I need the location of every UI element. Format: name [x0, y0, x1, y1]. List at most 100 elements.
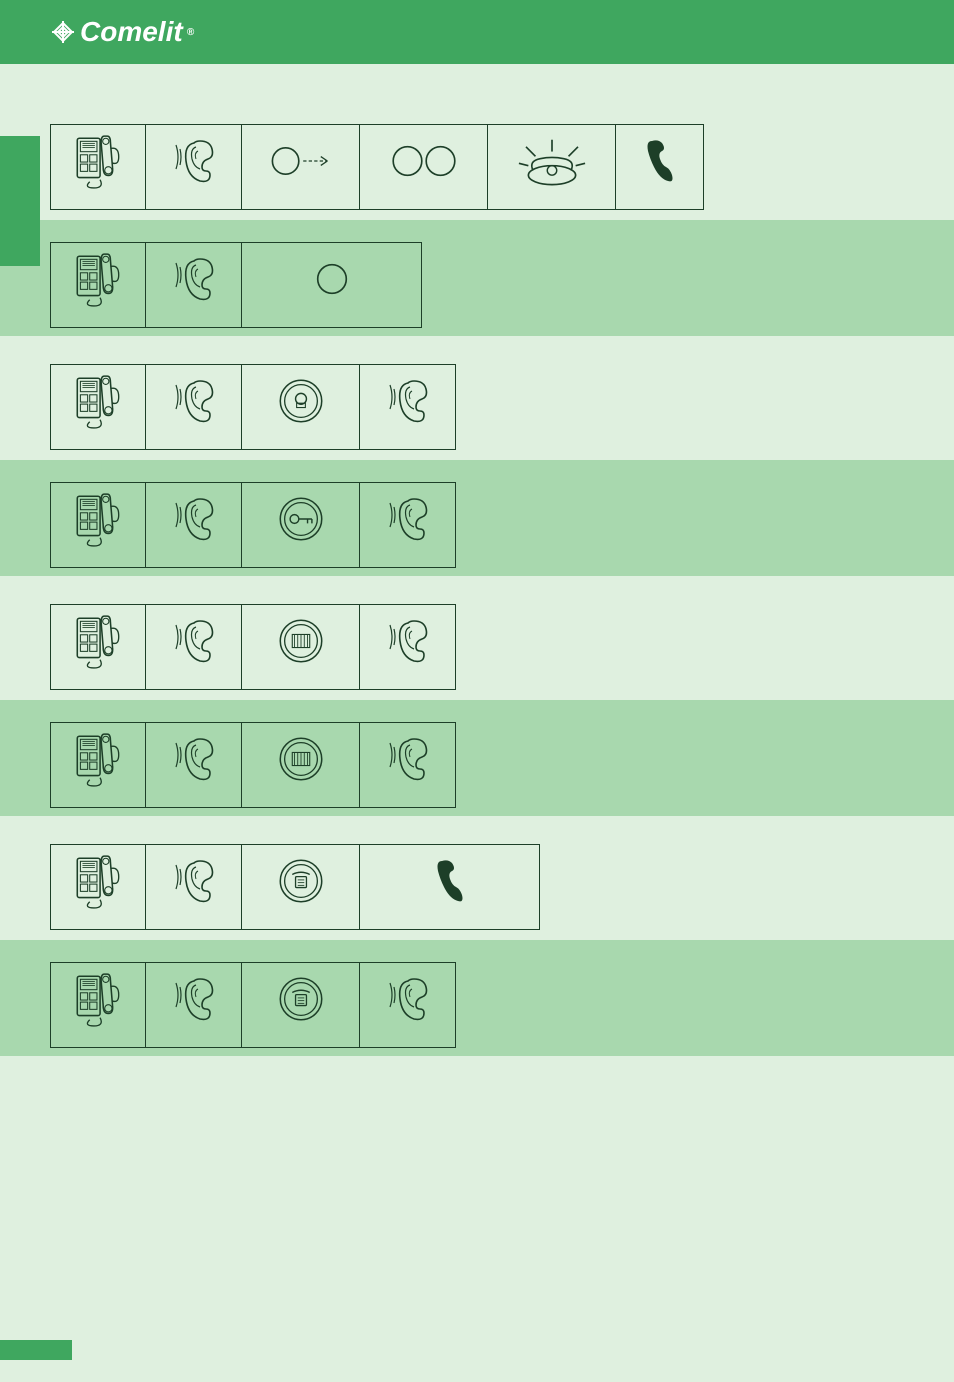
brand-logo: Comelit ® — [50, 16, 194, 48]
handset-icon — [53, 487, 143, 551]
section-heading — [50, 586, 904, 604]
instruction-cell — [360, 962, 456, 1048]
section-heading — [50, 826, 904, 844]
ear-icon — [148, 967, 239, 1031]
ear-icon — [362, 487, 453, 551]
ear-icon — [148, 727, 239, 791]
handset-icon — [53, 727, 143, 791]
instruction-sections — [0, 106, 954, 1056]
instruction-cell — [360, 482, 456, 568]
instruction-cell — [146, 124, 242, 210]
instruction-section — [50, 586, 904, 690]
footer-accent — [0, 1340, 72, 1360]
instruction-cell — [146, 604, 242, 690]
hangup-icon — [362, 849, 537, 913]
instruction-cell — [360, 124, 488, 210]
instruction-row — [50, 962, 904, 1048]
instruction-cell — [50, 962, 146, 1048]
side-tab — [0, 136, 40, 266]
section-heading — [50, 944, 904, 962]
section-heading — [50, 464, 904, 482]
instruction-section — [50, 826, 904, 930]
instruction-cell — [242, 124, 360, 210]
instruction-section — [0, 220, 954, 336]
brand-mark-icon — [50, 19, 76, 45]
instruction-cell — [242, 364, 360, 450]
instruction-row — [50, 242, 904, 328]
instruction-cell — [146, 482, 242, 568]
instruction-section — [0, 460, 954, 576]
brand-name: Comelit — [80, 16, 183, 48]
ringing-phone-icon — [490, 129, 613, 193]
section-heading — [50, 106, 904, 124]
hangup-icon — [618, 129, 701, 193]
handset-icon — [53, 369, 143, 433]
ear-icon — [148, 369, 239, 433]
instruction-cell — [146, 364, 242, 450]
instruction-cell — [146, 844, 242, 930]
instruction-cell — [242, 722, 360, 808]
instruction-section — [50, 346, 904, 450]
instruction-row — [50, 844, 904, 930]
section-heading — [50, 346, 904, 364]
instruction-cell — [146, 962, 242, 1048]
instruction-cell — [50, 364, 146, 450]
section-heading — [50, 704, 904, 722]
instruction-cell — [488, 124, 616, 210]
instruction-row — [50, 482, 904, 568]
instruction-cell — [50, 242, 146, 328]
handset-icon — [53, 247, 143, 311]
instruction-cell — [50, 482, 146, 568]
circle-arrow-icon — [244, 129, 357, 193]
ring-button-key-icon — [244, 487, 357, 551]
instruction-row — [50, 604, 904, 690]
section-heading — [50, 224, 904, 242]
brand-reg: ® — [187, 27, 194, 38]
handset-icon — [53, 967, 143, 1031]
instruction-cell — [360, 722, 456, 808]
instruction-cell — [242, 242, 422, 328]
ear-icon — [362, 609, 453, 673]
handset-icon — [53, 849, 143, 913]
instruction-cell — [50, 604, 146, 690]
ear-icon — [148, 129, 239, 193]
handset-icon — [53, 609, 143, 673]
ear-icon — [362, 727, 453, 791]
ring-button-bulb-icon — [244, 369, 357, 433]
ear-icon — [148, 247, 239, 311]
ear-icon — [148, 849, 239, 913]
instruction-cell — [360, 364, 456, 450]
instruction-cell — [242, 844, 360, 930]
page-title — [0, 64, 954, 106]
instruction-section — [0, 700, 954, 816]
ear-icon — [362, 369, 453, 433]
ear-icon — [148, 609, 239, 673]
ring-button-switchboard-icon — [244, 849, 357, 913]
instruction-cell — [242, 604, 360, 690]
ear-icon — [148, 487, 239, 551]
instruction-cell — [360, 844, 540, 930]
instruction-cell — [146, 722, 242, 808]
instruction-cell — [146, 242, 242, 328]
ring-button-gate-icon — [244, 727, 357, 791]
instruction-cell — [50, 124, 146, 210]
instruction-section — [0, 940, 954, 1056]
instruction-row — [50, 722, 904, 808]
instruction-cell — [616, 124, 704, 210]
top-bar: Comelit ® — [0, 0, 954, 64]
instruction-cell — [360, 604, 456, 690]
instruction-cell — [50, 722, 146, 808]
footer — [0, 1340, 954, 1360]
handset-icon — [53, 129, 143, 193]
instruction-cell — [242, 482, 360, 568]
instruction-cell — [242, 962, 360, 1048]
instruction-row — [50, 364, 904, 450]
ear-icon — [362, 967, 453, 1031]
one-circle-wide-icon — [244, 247, 419, 311]
ring-button-gate-icon — [244, 609, 357, 673]
two-circles-icon — [362, 129, 485, 193]
instruction-cell — [50, 844, 146, 930]
instruction-section — [50, 106, 904, 210]
instruction-row — [50, 124, 904, 210]
ring-button-switchboard-icon — [244, 967, 357, 1031]
